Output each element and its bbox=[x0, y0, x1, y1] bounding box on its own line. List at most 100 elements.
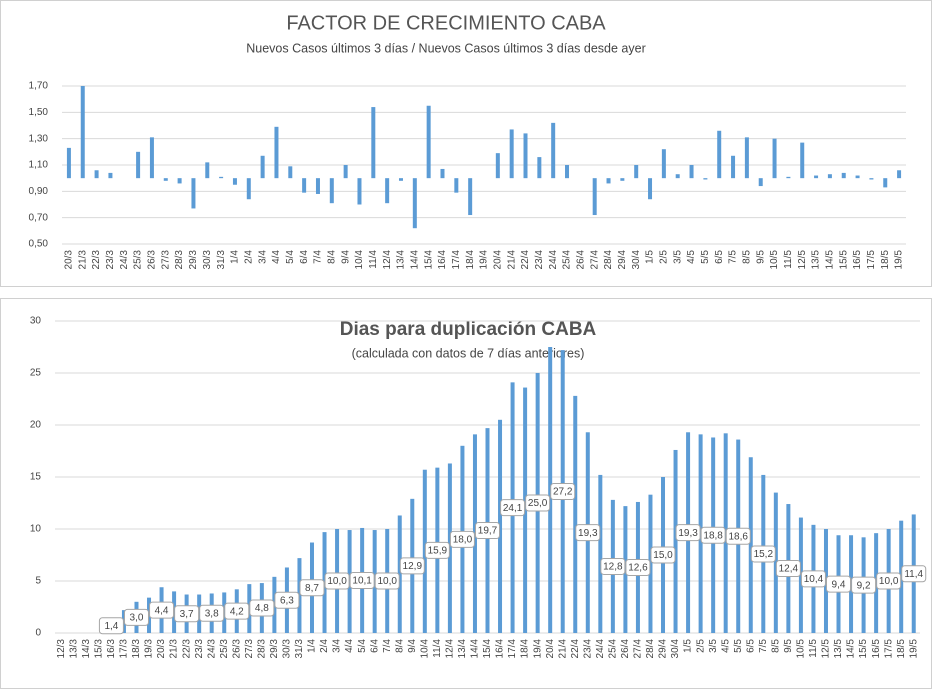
x-tick-label: 18/3 bbox=[131, 639, 142, 659]
x-tick-label: 23/4 bbox=[534, 250, 545, 270]
bar bbox=[147, 597, 152, 633]
x-tick-label: 23/4 bbox=[582, 639, 593, 659]
x-tick-label: 14/4 bbox=[470, 639, 481, 659]
bar bbox=[827, 174, 832, 179]
bar bbox=[222, 592, 227, 633]
bar bbox=[814, 175, 819, 179]
y-tick-label: 5 bbox=[35, 576, 41, 587]
x-tick-label: 23/3 bbox=[105, 250, 116, 270]
x-tick-label: 20/3 bbox=[64, 250, 75, 270]
bar bbox=[136, 151, 141, 179]
bar bbox=[426, 105, 431, 179]
x-tick-label: 11/4 bbox=[432, 639, 443, 658]
x-tick-label: 15/3 bbox=[94, 639, 105, 659]
bar bbox=[94, 170, 99, 179]
data-label-box bbox=[199, 604, 225, 622]
x-tick-label: 30/3 bbox=[282, 639, 293, 659]
bar bbox=[172, 591, 177, 633]
x-tick-label: 29/3 bbox=[269, 639, 280, 659]
bar bbox=[798, 517, 803, 633]
x-tick-label: 13/5 bbox=[811, 250, 822, 270]
data-label-box bbox=[123, 608, 149, 626]
data-label-box bbox=[374, 572, 400, 590]
x-tick-label: 18/5 bbox=[880, 250, 891, 270]
x-tick-label: 15/5 bbox=[838, 250, 849, 270]
data-label-box bbox=[826, 575, 852, 593]
bar bbox=[537, 157, 542, 179]
bar bbox=[509, 129, 514, 179]
x-tick-label: 23/3 bbox=[194, 639, 205, 659]
x-tick-label: 17/5 bbox=[883, 639, 894, 659]
data-label-box bbox=[424, 541, 450, 559]
x-tick-label: 19/4 bbox=[532, 639, 543, 659]
data-label: 10,0 bbox=[377, 576, 397, 587]
x-tick-label: 4/5 bbox=[720, 639, 731, 653]
bar bbox=[149, 137, 154, 179]
data-label: 10,0 bbox=[327, 576, 347, 587]
bar bbox=[329, 178, 334, 204]
bar bbox=[548, 347, 553, 633]
x-tick-label: 29/4 bbox=[617, 250, 628, 270]
bar bbox=[565, 165, 570, 179]
data-label: 10,4 bbox=[804, 574, 824, 585]
x-tick-label: 9/4 bbox=[407, 639, 418, 653]
data-label-box bbox=[675, 524, 701, 542]
bar bbox=[523, 387, 528, 633]
x-tick-label: 8/5 bbox=[742, 250, 753, 264]
x-tick-label: 22/4 bbox=[570, 639, 581, 659]
data-label: 18,8 bbox=[703, 530, 723, 541]
data-label: 25,0 bbox=[528, 498, 548, 509]
chart-subtitle: Nuevos Casos últimos 3 días / Nuevos Cas… bbox=[246, 41, 646, 55]
data-label-box bbox=[299, 579, 325, 597]
x-tick-label: 2/4 bbox=[319, 639, 330, 653]
bar bbox=[347, 530, 352, 633]
x-tick-label: 20/3 bbox=[156, 639, 167, 659]
data-label: 10,0 bbox=[879, 576, 899, 587]
data-label-box bbox=[600, 557, 626, 575]
data-label-box bbox=[725, 527, 751, 545]
x-tick-label: 2/5 bbox=[659, 250, 670, 264]
bar bbox=[385, 178, 390, 204]
x-tick-label: 16/5 bbox=[852, 250, 863, 270]
bar bbox=[297, 558, 302, 633]
x-tick-label: 14/5 bbox=[825, 250, 836, 270]
data-label: 27,2 bbox=[553, 487, 573, 498]
x-tick-label: 1/5 bbox=[645, 250, 656, 264]
bar bbox=[620, 178, 625, 181]
data-label-box bbox=[324, 572, 350, 590]
x-tick-label: 8/4 bbox=[394, 639, 405, 653]
x-tick-label: 2/5 bbox=[695, 639, 706, 653]
x-tick-label: 17/5 bbox=[866, 250, 877, 270]
x-tick-label: 30/4 bbox=[631, 250, 642, 270]
x-tick-label: 15/4 bbox=[423, 250, 434, 270]
data-label: 12,4 bbox=[779, 564, 799, 575]
data-label-box bbox=[550, 483, 576, 501]
chart-subtitle: (calculada con datos de 7 días anteriore… bbox=[352, 346, 585, 360]
data-label-box bbox=[98, 617, 124, 635]
data-label-box bbox=[449, 530, 475, 548]
x-tick-label: 2/4 bbox=[243, 250, 254, 264]
x-tick-label: 16/4 bbox=[495, 639, 506, 659]
x-tick-label: 10/5 bbox=[796, 639, 807, 659]
y-tick-label: 30 bbox=[30, 316, 42, 327]
x-tick-label: 27/4 bbox=[589, 250, 600, 270]
x-tick-label: 7/5 bbox=[758, 639, 769, 653]
bar bbox=[748, 457, 753, 633]
bar bbox=[661, 149, 666, 179]
x-tick-label: 28/3 bbox=[174, 250, 185, 270]
y-tick-label: 0,90 bbox=[29, 186, 49, 197]
x-tick-label: 27/4 bbox=[633, 639, 644, 659]
x-tick-label: 26/4 bbox=[620, 639, 631, 659]
bar bbox=[634, 165, 639, 179]
x-tick-label: 5/5 bbox=[733, 639, 744, 653]
x-tick-label: 1/5 bbox=[683, 639, 694, 653]
data-label: 15,2 bbox=[754, 549, 774, 560]
bar bbox=[197, 594, 202, 633]
x-tick-label: 12/4 bbox=[445, 639, 456, 659]
bar bbox=[343, 165, 348, 179]
data-label-box bbox=[876, 572, 902, 590]
x-tick-label: 13/4 bbox=[396, 250, 407, 270]
data-label: 3,0 bbox=[130, 613, 144, 624]
y-tick-label: 1,30 bbox=[29, 133, 49, 144]
data-label-box bbox=[174, 605, 200, 623]
